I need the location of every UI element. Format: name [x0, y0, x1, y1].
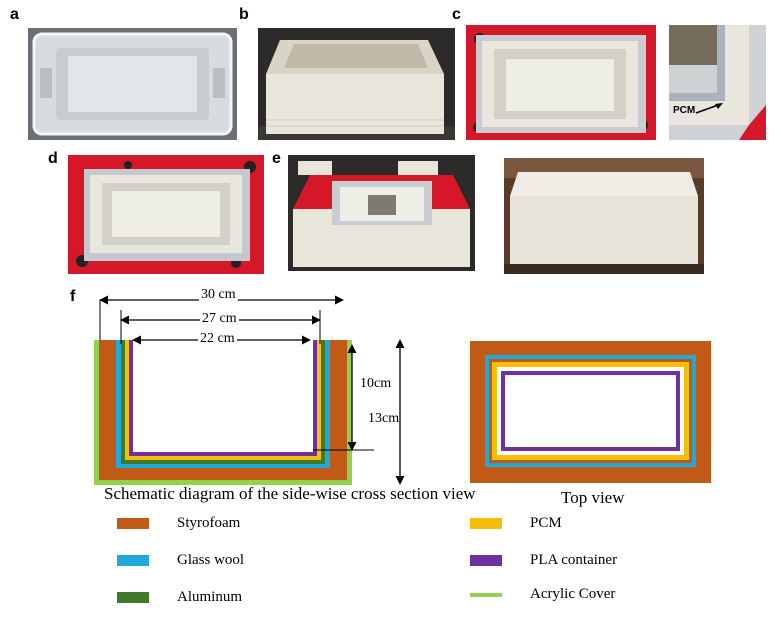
panel-label-a: a	[10, 6, 19, 23]
label-10cm: 10cm	[360, 376, 392, 391]
legend-label-pcm: PCM	[530, 515, 562, 531]
photo-e-assembled-box	[288, 155, 475, 271]
legend-item-glass-wool: Glass wool	[117, 552, 244, 569]
panel-label-d: d	[48, 150, 58, 167]
caption-side-view: Schematic diagram of the side-wise cross…	[104, 484, 476, 503]
label-27cm: 27 cm	[200, 311, 239, 327]
panel-label-b: b	[239, 6, 249, 23]
photo-d-insulated-box	[68, 155, 264, 274]
legend-swatch-styrofoam	[117, 518, 149, 529]
legend-item-pla-container: PLA container	[470, 552, 617, 569]
dimension-10cm	[313, 344, 374, 451]
legend-item-aluminum: Aluminum	[117, 589, 242, 606]
legend-label-aluminum: Aluminum	[177, 589, 243, 605]
legend-swatch-glass-wool	[117, 555, 149, 566]
pcm-annotation-label: PCM	[673, 105, 696, 116]
panel-label-c: c	[452, 6, 461, 23]
legend-label-glass-wool: Glass wool	[177, 552, 245, 568]
label-13cm: 13cm	[368, 411, 400, 427]
legend-item-pcm: PCM	[470, 515, 562, 532]
legend-item-acrylic-cover: Acrylic Cover	[470, 586, 615, 603]
panel-label-e: e	[272, 150, 281, 167]
photo-c-pcm-corner-closeup: PCM	[669, 25, 766, 140]
side-interior	[133, 340, 313, 452]
legend-swatch-acrylic-cover	[470, 592, 502, 597]
label-30cm: 30 cm	[199, 287, 238, 303]
legend-label-acrylic-cover: Acrylic Cover	[530, 586, 616, 602]
caption-top-view: Top view	[561, 488, 625, 507]
photo-a-empty-cooler	[28, 28, 237, 140]
pcm-annotation-arrow	[695, 103, 723, 114]
legend-swatch-pla-container	[470, 555, 502, 566]
legend-swatch-aluminum	[117, 592, 149, 603]
photo-c-insulated-box	[466, 25, 656, 140]
panel-label-f: f	[70, 288, 76, 305]
label-22cm: 22 cm	[198, 331, 237, 347]
legend-label-styrofoam: Styrofoam	[177, 515, 241, 531]
photo-e-covered-box	[504, 158, 704, 274]
top-view-schematic	[470, 341, 711, 483]
photo-b-styrofoam-box	[258, 28, 455, 140]
legend-item-styrofoam: Styrofoam	[117, 515, 240, 532]
legend-swatch-pcm	[470, 518, 502, 529]
top-interior	[505, 375, 676, 447]
legend-label-pla-container: PLA container	[530, 552, 618, 568]
side-view-layers	[94, 340, 352, 485]
